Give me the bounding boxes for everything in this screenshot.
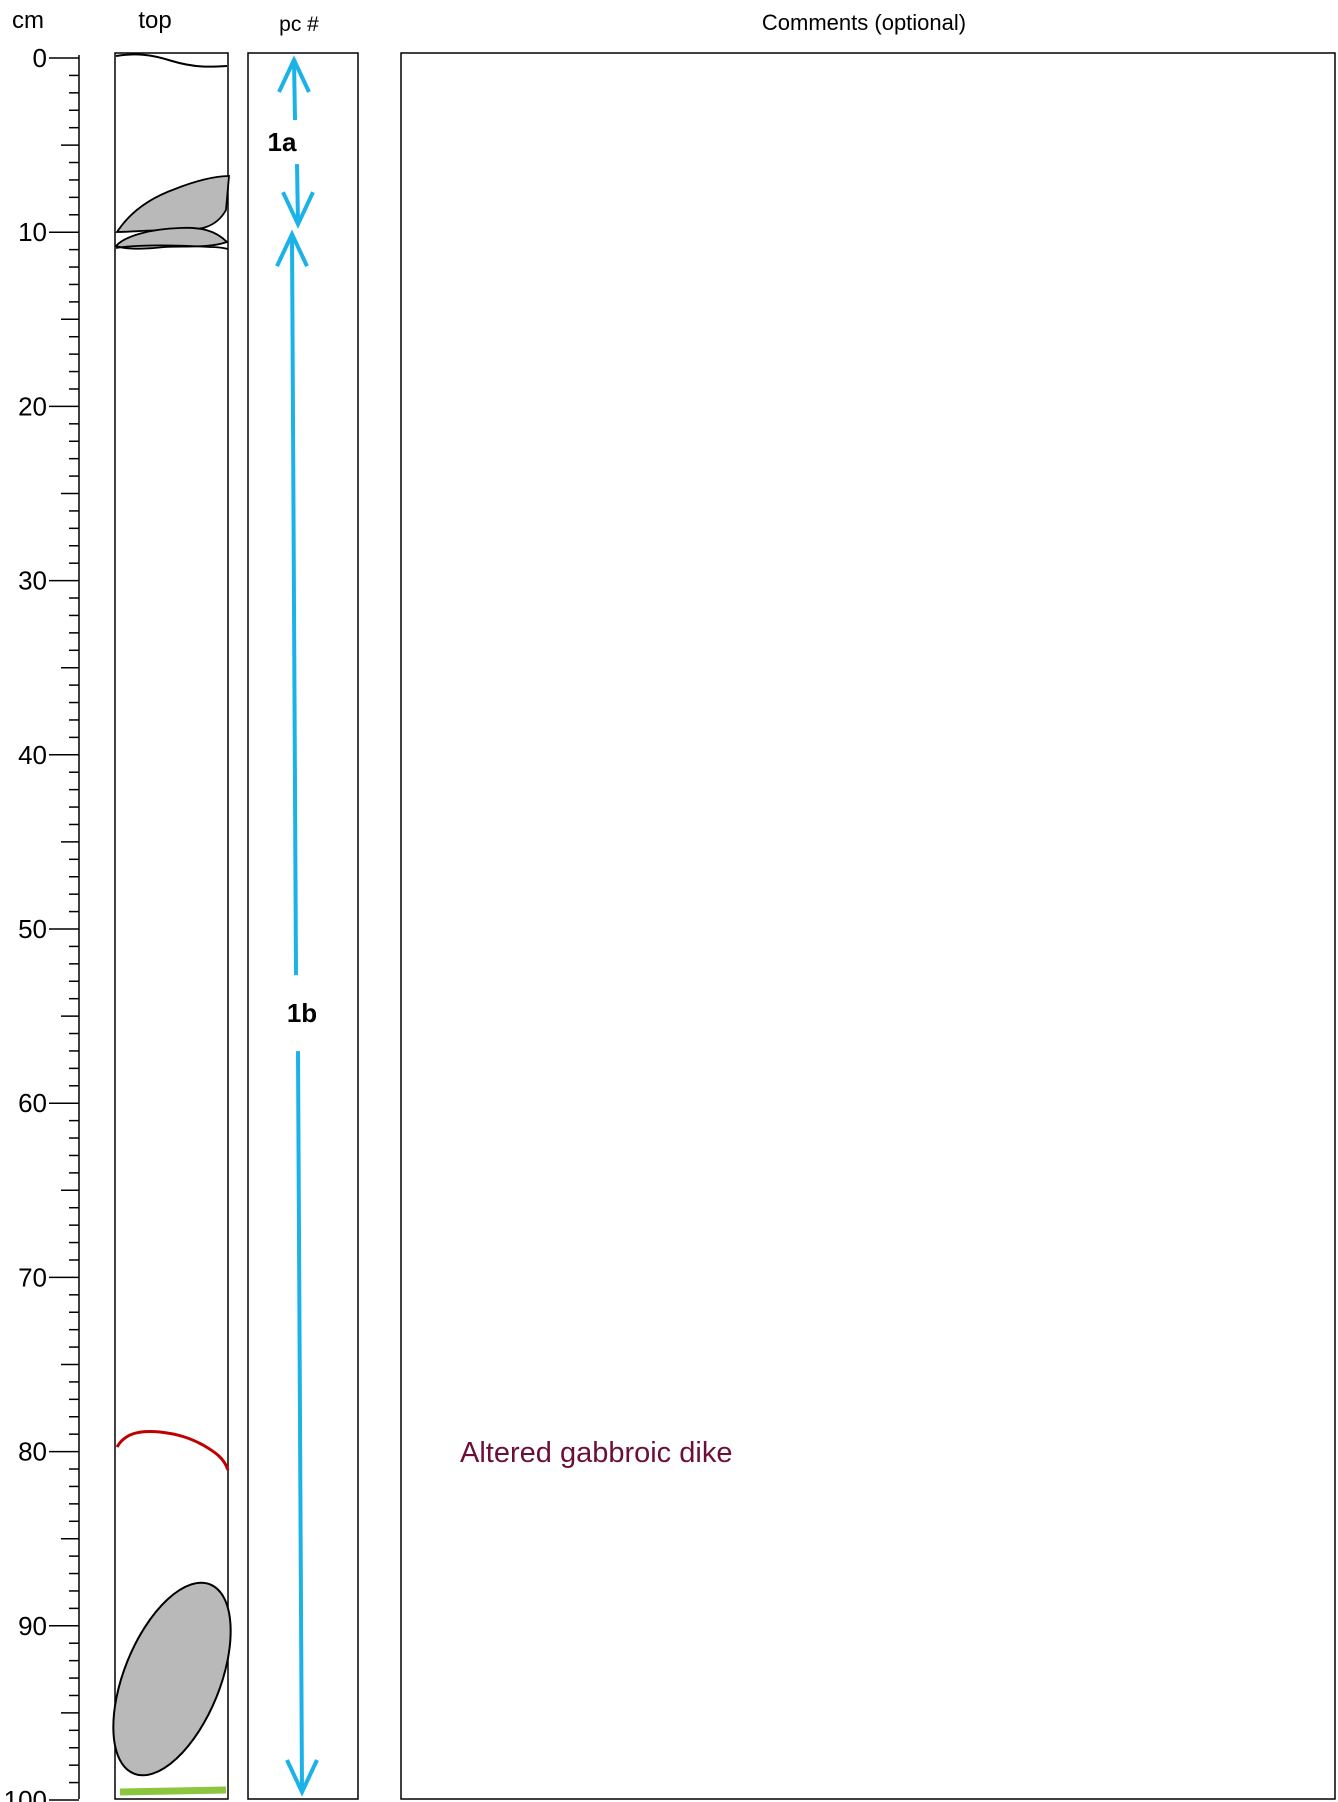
comments-column: Altered gabbroic dike bbox=[400, 52, 1336, 1800]
scale-header: cm bbox=[12, 7, 44, 34]
piece-arrowhead-bottom bbox=[285, 1759, 319, 1797]
section-top-boundary bbox=[115, 53, 228, 68]
piece-header: pc # bbox=[279, 13, 319, 36]
depth-label: 70 bbox=[18, 1262, 47, 1292]
depth-label: 80 bbox=[18, 1437, 47, 1467]
piece-arrowhead-top bbox=[275, 229, 309, 268]
depth-label: 0 bbox=[33, 43, 47, 73]
depth-label: 10 bbox=[18, 217, 47, 247]
clast-lens bbox=[114, 226, 229, 250]
piece-arrowhead-bottom bbox=[281, 191, 315, 229]
depth-label: 100 bbox=[4, 1785, 47, 1802]
core-column-frame bbox=[114, 52, 229, 1800]
depth-label: 40 bbox=[18, 740, 47, 770]
comment-dike: Altered gabbroic dike bbox=[460, 1437, 732, 1469]
depth-label: 20 bbox=[18, 391, 47, 421]
piece-arrow-shaft bbox=[292, 59, 297, 121]
depth-label: 30 bbox=[18, 566, 47, 596]
clast-lower bbox=[112, 1581, 232, 1777]
clast-upper bbox=[115, 175, 230, 233]
red-vein bbox=[115, 1429, 230, 1471]
piece-column-frame bbox=[247, 52, 359, 1800]
depth-label: 90 bbox=[18, 1611, 47, 1641]
piece-label: 1b bbox=[287, 998, 317, 1028]
top-header: top bbox=[138, 7, 171, 34]
depth-label: 60 bbox=[18, 1088, 47, 1118]
piece-arrow-shaft bbox=[296, 1051, 304, 1793]
green-vein bbox=[119, 1786, 227, 1796]
core-column bbox=[112, 52, 232, 1800]
comments-header: Comments (optional) bbox=[762, 10, 966, 35]
comments-frame bbox=[400, 52, 1336, 1800]
depth-scale: 0 10 20 30 40 50 60 70 80 90 100 bbox=[4, 43, 80, 1802]
depth-label: 50 bbox=[18, 914, 47, 944]
lens-base-line bbox=[115, 244, 229, 250]
piece-label: 1a bbox=[268, 127, 297, 157]
piece-arrow-shaft bbox=[290, 234, 298, 976]
piece-arrowhead-top bbox=[277, 55, 311, 93]
piece-arrow-shaft bbox=[295, 164, 300, 225]
piece-column: 1a 1b bbox=[247, 52, 359, 1800]
